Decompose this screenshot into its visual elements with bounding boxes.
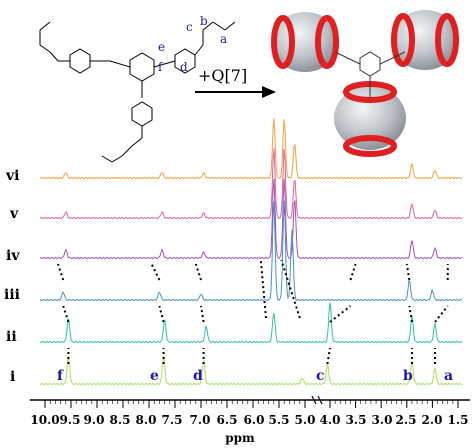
peak-label-d: d: [193, 368, 203, 384]
peak-guide-line: [57, 263, 65, 281]
tick-label: 5.0: [294, 413, 316, 427]
peak-guide-line: [150, 263, 161, 281]
peak-guide-line: [349, 263, 357, 281]
spectrum-trace-iii: [39, 200, 463, 302]
spectrum-trace-iv: [39, 178, 463, 260]
tick-label: 5.5: [268, 413, 290, 427]
tick-label: 6.5: [216, 413, 238, 427]
peak-guide-line: [200, 305, 205, 323]
spectrum-label-iv: iv: [6, 248, 20, 264]
peak-label-f: f: [57, 368, 64, 384]
spectrum-label-iii: iii: [4, 287, 20, 303]
reagent-label: +Q[7]: [198, 66, 248, 85]
peak-label-c: c: [316, 368, 325, 384]
tick-label: 3.0: [371, 413, 393, 427]
peak-guide-line: [405, 263, 411, 281]
struct-letter-f: f: [158, 60, 163, 74]
struct-letter-d: d: [180, 60, 188, 74]
struct-letter-a: a: [220, 32, 228, 46]
tick-label: 2.0: [421, 413, 443, 427]
tick-label: 9.5: [59, 413, 81, 427]
spectrum-trace-i: [40, 354, 463, 386]
tick-label: 4.0: [319, 413, 341, 427]
peak-guide-line: [280, 259, 301, 319]
spectrum-label-ii: ii: [6, 329, 17, 345]
tick-label: 9.0: [83, 413, 105, 427]
tick-label: 7.5: [161, 413, 183, 427]
peak-label-a: a: [444, 368, 454, 384]
peak-label-b: b: [403, 368, 413, 384]
peak-guide-line: [434, 305, 449, 323]
peak-guide-line: [158, 305, 165, 323]
tick-label: 3.5: [345, 413, 367, 427]
spectrum-label-i: i: [10, 369, 16, 385]
tick-label: 10.0: [30, 413, 60, 427]
axis-break-mark: [311, 395, 317, 405]
tick-label: 1.5: [447, 413, 469, 427]
tick-label: 8.5: [109, 413, 131, 427]
struct-letter-c: c: [186, 20, 193, 34]
tick-label: 6.0: [243, 413, 265, 427]
struct-letter-e: e: [158, 40, 166, 54]
struct-letter-b: b: [200, 14, 208, 28]
peak-guide-line: [194, 263, 202, 281]
tick-label: 8.0: [135, 413, 157, 427]
spectrum-trace-ii: [39, 302, 463, 344]
peak-guide-line: [326, 347, 331, 365]
spectrum-label-vi: vi: [6, 168, 20, 184]
axis-title: ppm: [225, 431, 255, 445]
spectrum-label-v: v: [10, 206, 19, 222]
axis-break-mark: [317, 395, 323, 405]
tick-label: 2.5: [395, 413, 417, 427]
peak-label-e: e: [150, 368, 159, 384]
tick-label: 7.0: [189, 413, 211, 427]
peak-guide-line: [259, 259, 267, 319]
peak-guide-line: [329, 305, 352, 323]
spectrum-trace-vi: [39, 118, 463, 180]
spectrum-trace-v: [39, 148, 463, 220]
